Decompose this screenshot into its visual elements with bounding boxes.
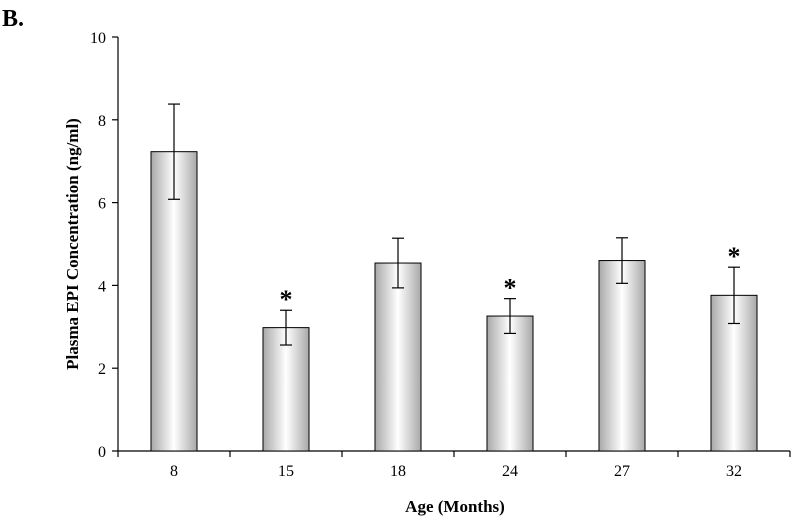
panel-label: B.: [2, 6, 24, 32]
x-tick-label: 15: [278, 463, 294, 480]
x-tick-label: 32: [726, 463, 742, 480]
bar: [150, 151, 198, 452]
y-axis-title: Plasma EPI Concentration (ng/ml): [63, 118, 82, 370]
bar: [486, 315, 534, 452]
y-tick-label: 6: [98, 196, 106, 213]
y-tick-label: 0: [98, 444, 106, 461]
x-tick-label: 24: [502, 463, 518, 480]
y-tick-label: 4: [98, 278, 106, 295]
significance-marker: *: [504, 274, 517, 303]
x-tick-label: 18: [390, 463, 406, 480]
x-axis-title: Age (Months): [405, 497, 505, 516]
y-tick-label: 2: [98, 361, 106, 378]
x-tick-label: 8: [170, 463, 178, 480]
x-tick-label: 27: [614, 463, 630, 480]
y-tick-label: 8: [98, 113, 106, 130]
y-tick-label: 10: [90, 30, 106, 47]
significance-marker: *: [728, 242, 741, 271]
bar: [374, 262, 422, 452]
significance-marker: *: [280, 285, 293, 314]
bar: [262, 327, 310, 452]
bar: [598, 260, 646, 452]
